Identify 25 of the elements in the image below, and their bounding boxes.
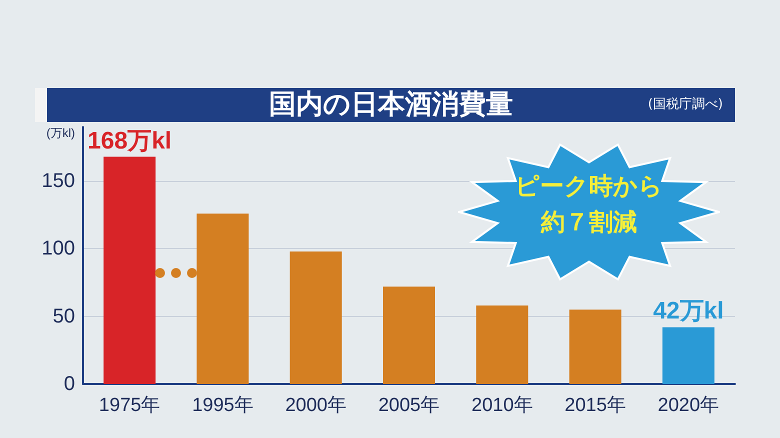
y-tick-label: 0 (64, 373, 75, 395)
x-tick-label: 1975年 (98, 395, 160, 416)
y-tick-label: 100 (42, 238, 75, 260)
annotation: 約７割減 (540, 207, 638, 238)
chart-title: 国内の日本酒消費量 (269, 89, 513, 120)
x-tick-label: 2005年 (378, 395, 440, 416)
y-tick-label: 150 (42, 170, 75, 192)
bar (662, 327, 714, 384)
bar (104, 156, 156, 384)
bar (476, 306, 528, 384)
x-tick-label: 2020年 (658, 395, 720, 416)
y-axis-title: (万kl) (46, 126, 75, 140)
bar (290, 251, 342, 384)
bar (196, 214, 249, 384)
bar (569, 310, 622, 384)
bar (383, 286, 435, 384)
x-tick-label: 2015年 (564, 395, 626, 416)
x-tick-label: 2010年 (472, 395, 533, 416)
y-tick-label: 50 (52, 305, 75, 328)
x-tick-label: 2000年 (285, 395, 346, 416)
data-label: 168万kl (88, 127, 172, 154)
data-label: 42万kl (653, 298, 724, 325)
x-tick-label: 1995年 (192, 395, 254, 416)
annotation: ピーク時から (514, 171, 664, 202)
chart-subtitle: (国税庁調べ) (648, 96, 723, 114)
